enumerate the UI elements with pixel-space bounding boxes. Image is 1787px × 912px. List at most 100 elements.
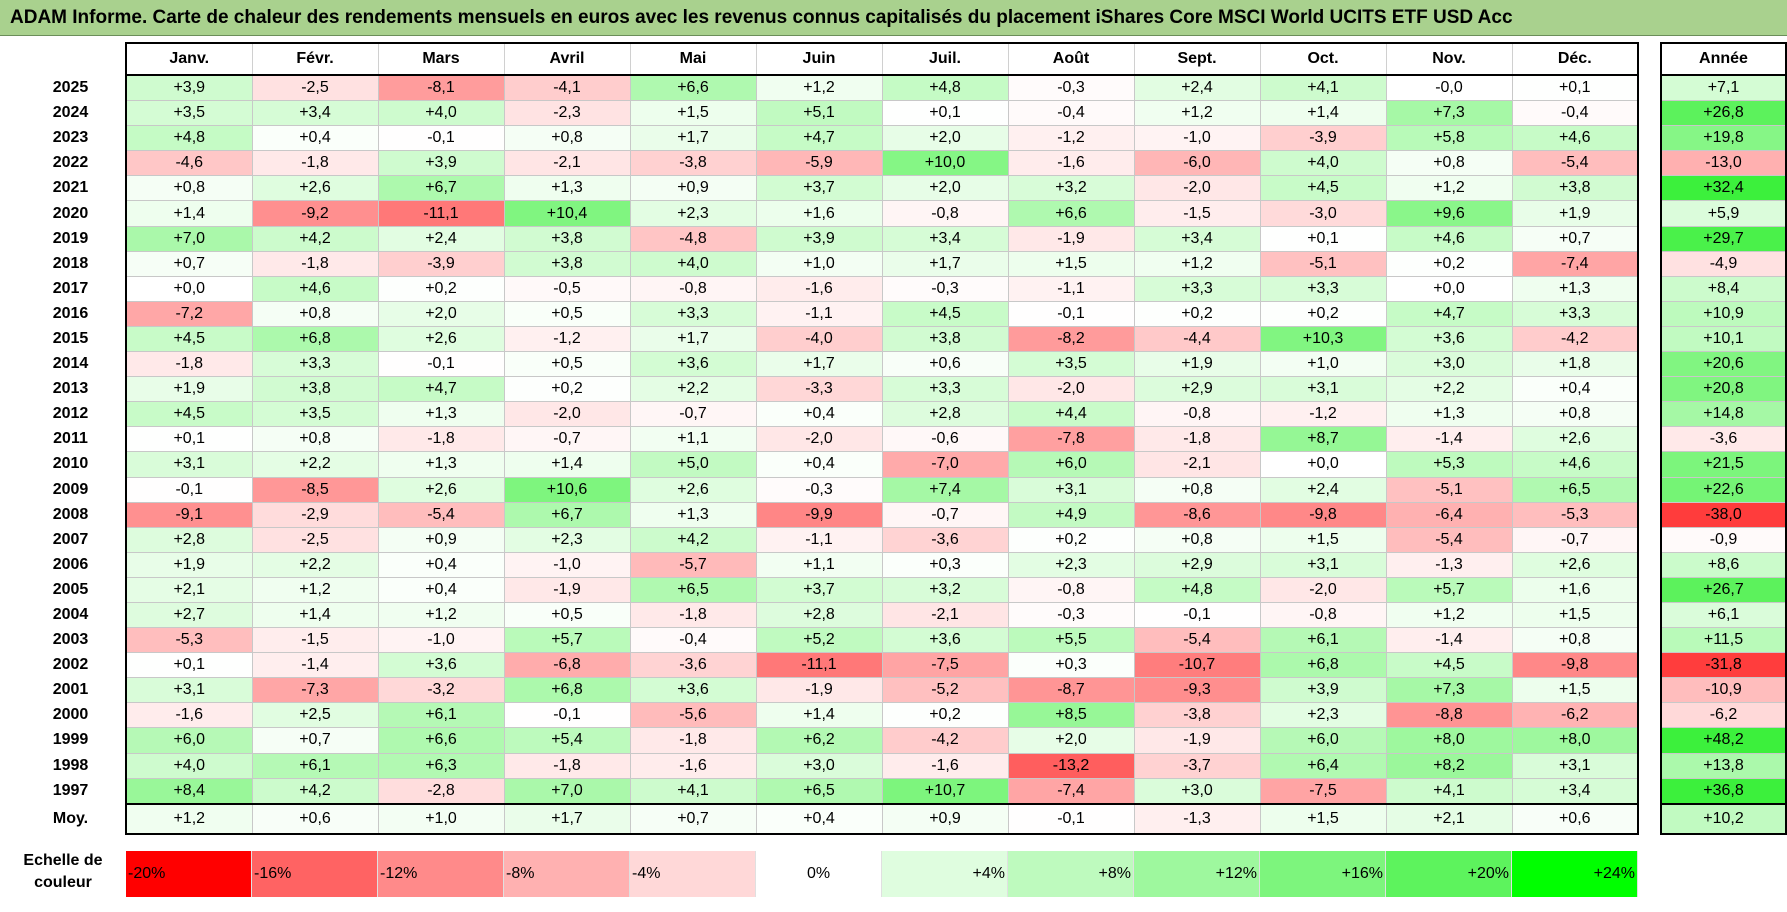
heatmap-cell: +1,4 <box>125 200 253 227</box>
heatmap-cell: +4,5 <box>1385 652 1513 679</box>
heatmap-cell: -5,1 <box>1259 250 1387 277</box>
heatmap-cell: +1,5 <box>1007 250 1135 277</box>
heatmap-cell: +2,2 <box>629 376 757 403</box>
year-label: 2008 <box>52 505 89 523</box>
color-scale: -20% -16% -12% -8% -4% 0% +4% +8% +12% +16% +20% +2… <box>126 851 1638 897</box>
heatmap-cell: +3,4 <box>881 225 1009 252</box>
heatmap-cell: +4,7 <box>755 125 883 152</box>
heatmap-cell: +3,5 <box>125 100 253 127</box>
heatmap-cell: -9,2 <box>251 200 379 227</box>
heatmap-cell: -0,5 <box>503 275 631 302</box>
heatmap-cell: -0,1 <box>377 125 505 152</box>
heatmap-cell: +2,9 <box>1133 376 1261 403</box>
heatmap-cell: +1,0 <box>377 802 505 835</box>
annual-cell: -13,0 <box>1660 150 1787 177</box>
heatmap-cell: +0,0 <box>1259 451 1387 478</box>
heatmap-cell: -7,0 <box>881 451 1009 478</box>
heatmap-cell: -2,5 <box>251 74 379 102</box>
month-header: Févr. <box>251 42 379 76</box>
heatmap-cell: +6,5 <box>1511 476 1639 503</box>
table-row: 2022 -4,6 -1,8 +3,9 -2,1 -3,8 -5,9 +10,0 -1,6 -6,… <box>0 150 1639 177</box>
heatmap-cell: +6,8 <box>251 325 379 353</box>
year-label: 2014 <box>52 355 89 373</box>
annual-cell: +10,1 <box>1660 326 1787 353</box>
table-row: 2002 +0,1 -1,4 +3,6 -6,8 -3,6 -11,1 -7,5 +0,3 -10… <box>0 652 1639 679</box>
year-label: 2015 <box>52 329 89 347</box>
table-row: 2010 +3,1 +2,2 +1,3 +1,4 +5,0 +0,4 -7,0 +6,0 -2,1… <box>0 451 1639 478</box>
color-scale-step: +8% <box>1008 851 1134 897</box>
annual-cell: +32,4 <box>1660 175 1787 202</box>
heatmap-cell: +2,3 <box>1259 702 1387 729</box>
heatmap-cell: +2,0 <box>881 125 1009 152</box>
heatmap-cell: -8,7 <box>1007 677 1135 704</box>
year-label: 2004 <box>52 606 89 624</box>
heatmap-cell: +4,2 <box>629 526 757 553</box>
year-label: 2010 <box>52 455 89 473</box>
heatmap-cell: +3,6 <box>1385 325 1513 353</box>
heatmap-cell: +8,5 <box>1007 702 1135 729</box>
year-label: 2002 <box>52 656 89 674</box>
heatmap-cell: +10,3 <box>1259 325 1387 353</box>
color-scale-step: -4% <box>630 851 756 897</box>
heatmap-cell: -5,4 <box>1511 150 1639 177</box>
month-header: Mars <box>377 42 505 76</box>
year-label: 2018 <box>52 254 89 272</box>
heatmap-cell: +1,4 <box>503 451 631 478</box>
heatmap-cell: +0,8 <box>1511 401 1639 428</box>
average-row: Moy. +1,2 +0,6 +1,0 +1,7 +0,7 +0,4 +0,9 -0,1 -1,3… <box>0 802 1639 835</box>
heatmap-cell: -9,1 <box>125 501 253 528</box>
heatmap-cell: +0,7 <box>629 802 757 835</box>
heatmap-cell: +1,5 <box>1259 526 1387 553</box>
heatmap-cell: +1,4 <box>755 702 883 729</box>
heatmap-cell: +2,2 <box>251 551 379 578</box>
heatmap-cell: +10,4 <box>503 200 631 227</box>
heatmap-cell: -0,3 <box>1007 74 1135 102</box>
heatmap-cell: +7,0 <box>125 225 253 252</box>
heatmap-cell: +1,2 <box>125 802 253 835</box>
heatmap-cell: +0,1 <box>1511 74 1639 102</box>
month-header: Nov. <box>1385 42 1513 76</box>
heatmap-cell: -2,1 <box>503 150 631 177</box>
heatmap-cell: +3,9 <box>755 225 883 252</box>
heatmap-cell: +3,6 <box>377 652 505 679</box>
heatmap-cell: -13,2 <box>1007 752 1135 779</box>
year-label: 1999 <box>52 731 89 749</box>
year-label: 2005 <box>52 580 89 598</box>
heatmap-cell: -1,9 <box>1133 727 1261 754</box>
heatmap-cell: -2,1 <box>881 601 1009 629</box>
table-row: 1997 +8,4 +4,2 -2,8 +7,0 +4,1 +6,5 +10,7 -7,4 +3,… <box>0 777 1639 805</box>
heatmap-cell: +4,5 <box>1259 175 1387 202</box>
heatmap-cell: +2,0 <box>377 300 505 327</box>
heatmap-cell: +0,3 <box>881 551 1009 578</box>
heatmap-cell: +2,8 <box>881 401 1009 428</box>
heatmap-cell: +7,0 <box>503 777 631 805</box>
heatmap-cell: +3,2 <box>881 576 1009 603</box>
heatmap-cell: -1,4 <box>251 652 379 679</box>
annual-row: -38,0 <box>1660 502 1787 528</box>
heatmap-cell: -3,8 <box>1133 702 1261 729</box>
heatmap-cell: +4,7 <box>1385 300 1513 327</box>
year-label: 2022 <box>52 154 89 172</box>
heatmap-cell: +3,8 <box>503 225 631 252</box>
month-header: Déc. <box>1511 42 1639 76</box>
color-scale-step: -16% <box>252 851 378 897</box>
heatmap-cell: -9,8 <box>1259 501 1387 528</box>
heatmap-cell: -0,6 <box>881 426 1009 453</box>
heatmap-cell: -2,1 <box>1133 451 1261 478</box>
heatmap-cell: -2,0 <box>1133 175 1261 202</box>
heatmap-cell: +1,2 <box>1133 250 1261 277</box>
heatmap-cell: +5,7 <box>503 627 631 654</box>
heatmap-cell: +4,8 <box>881 74 1009 102</box>
heatmap-cell: +3,2 <box>1007 175 1135 202</box>
heatmap-cell: -0,8 <box>881 200 1009 227</box>
heatmap-cell: +0,8 <box>1133 476 1261 503</box>
heatmap-cell: -1,0 <box>377 627 505 654</box>
heatmap-cell: -2,8 <box>377 777 505 805</box>
annual-header: Année <box>1660 42 1787 76</box>
heatmap-cell: -0,0 <box>1385 74 1513 102</box>
heatmap-cell: +0,8 <box>251 300 379 327</box>
table-row: 2018 +0,7 -1,8 -3,9 +3,8 +4,0 +1,0 +1,7 +1,5 +1,2… <box>0 250 1639 277</box>
heatmap-cell: +1,9 <box>125 551 253 578</box>
heatmap-cell: -1,2 <box>1007 125 1135 152</box>
annual-row: +26,7 <box>1660 577 1787 603</box>
